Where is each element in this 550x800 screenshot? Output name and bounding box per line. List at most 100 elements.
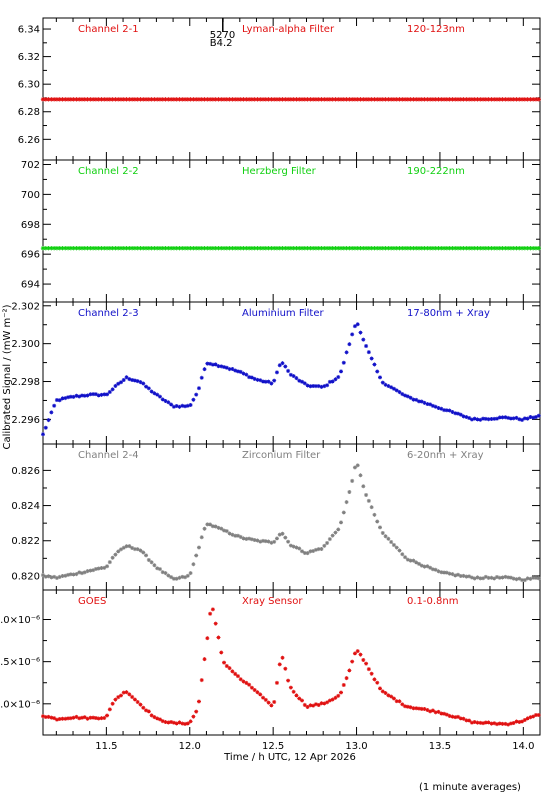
- data-point: [144, 384, 149, 389]
- data-point: [364, 492, 369, 497]
- data-point: [297, 378, 302, 383]
- data-point: [93, 245, 99, 251]
- data-point: [113, 97, 118, 102]
- data-point: [358, 97, 363, 102]
- data-point: [54, 717, 59, 722]
- data-point: [263, 379, 268, 384]
- data-point: [403, 555, 408, 560]
- data-point: [297, 97, 302, 102]
- panel-1-label: Channel 2-1: [78, 24, 139, 35]
- data-point: [71, 715, 76, 720]
- data-point: [508, 416, 513, 421]
- data-point: [241, 536, 246, 541]
- data-point: [138, 702, 143, 707]
- data-point: [149, 245, 154, 251]
- data-point: [244, 536, 249, 541]
- data-point: [414, 560, 419, 565]
- data-point: [305, 97, 310, 102]
- data-point: [102, 565, 107, 570]
- data-point: [96, 245, 101, 251]
- data-point: [177, 575, 182, 580]
- data-point: [110, 701, 115, 706]
- data-point: [208, 522, 213, 527]
- data-point: [531, 415, 536, 420]
- data-point: [113, 552, 118, 557]
- data-point: [41, 573, 45, 578]
- data-point: [88, 245, 93, 251]
- data-point: [252, 245, 257, 251]
- data-point: [71, 245, 76, 251]
- data-point: [283, 666, 288, 671]
- data-point: [54, 97, 60, 102]
- data-point: [60, 97, 65, 102]
- data-point: [492, 721, 497, 726]
- data-point: [400, 245, 405, 251]
- data-point: [475, 417, 480, 422]
- data-point: [199, 375, 204, 380]
- data-point: [447, 713, 452, 718]
- data-point: [191, 397, 196, 402]
- data-point: [288, 685, 293, 690]
- data-point: [481, 416, 486, 421]
- data-point: [302, 550, 307, 555]
- data-point: [210, 607, 215, 612]
- data-point: [458, 716, 463, 721]
- data-point: [227, 97, 232, 102]
- data-point: [255, 538, 260, 543]
- data-point: [138, 548, 143, 553]
- data-point: [124, 690, 129, 695]
- data-point: [419, 97, 424, 102]
- data-point: [269, 703, 274, 708]
- data-point: [350, 332, 355, 337]
- data-point: [258, 97, 263, 102]
- data-point: [288, 372, 293, 377]
- data-point: [272, 699, 277, 704]
- y-tick-label: 6.34: [18, 25, 40, 36]
- data-point: [352, 651, 357, 656]
- x-tick-label: 12.5: [262, 741, 284, 752]
- data-point: [163, 245, 168, 251]
- data-point: [391, 542, 396, 547]
- data-point: [302, 97, 308, 102]
- data-point: [93, 715, 98, 720]
- data-point: [104, 97, 110, 102]
- data-point: [258, 539, 263, 544]
- data-point: [517, 245, 522, 251]
- data-point: [428, 565, 433, 570]
- data-point: [422, 400, 427, 405]
- data-point: [447, 408, 452, 413]
- data-point: [127, 692, 132, 697]
- data-point: [469, 417, 474, 422]
- data-point: [341, 360, 346, 365]
- data-point: [171, 245, 177, 251]
- data-point: [336, 97, 341, 102]
- data-point: [411, 397, 416, 402]
- data-point: [77, 245, 82, 251]
- data-point: [57, 574, 62, 579]
- data-point: [171, 720, 176, 725]
- data-point: [118, 380, 123, 385]
- data-point: [419, 245, 424, 251]
- data-point: [152, 563, 157, 568]
- data-point: [221, 245, 227, 251]
- data-point: [372, 97, 377, 102]
- data-point: [121, 245, 126, 251]
- data-point: [358, 473, 363, 478]
- data-point: [196, 699, 201, 704]
- event-annotation: B4.2: [210, 38, 233, 49]
- data-point: [505, 245, 511, 251]
- data-point: [336, 693, 341, 698]
- data-point: [389, 694, 394, 699]
- data-point: [291, 689, 296, 694]
- data-point: [366, 97, 372, 102]
- data-point: [57, 245, 62, 251]
- data-point: [129, 245, 135, 251]
- data-point: [49, 410, 54, 415]
- data-point: [369, 97, 374, 102]
- event-annotation: 5270: [210, 30, 235, 41]
- data-point: [280, 97, 285, 102]
- y-tick-label: 6.26: [18, 135, 40, 146]
- data-point: [352, 245, 358, 251]
- data-point: [88, 97, 93, 102]
- data-point: [461, 573, 466, 578]
